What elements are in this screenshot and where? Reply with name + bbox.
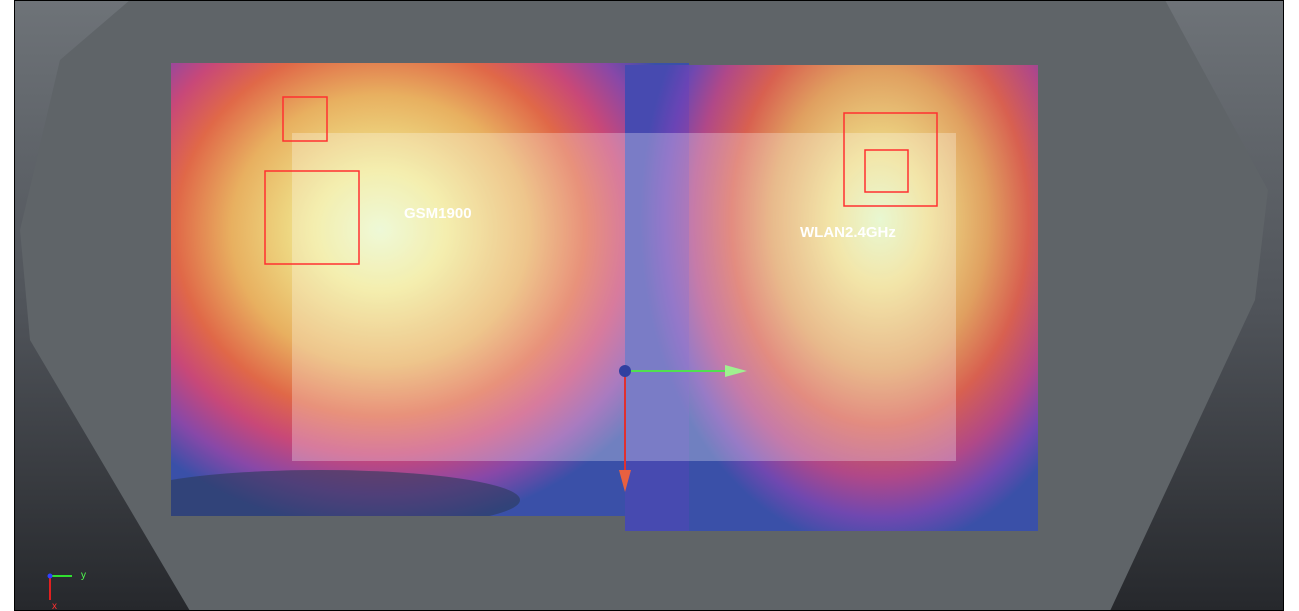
hotspot-boxes bbox=[264, 96, 938, 265]
axis-label: y bbox=[81, 570, 86, 581]
band-label: WLAN2.4GHz bbox=[800, 224, 896, 241]
axis-triad: y x bbox=[47, 570, 86, 611]
axis-label: x bbox=[52, 601, 57, 611]
zoom-box bbox=[843, 112, 938, 207]
right-sar-map bbox=[625, 65, 1038, 531]
band-label: GSM1900 bbox=[404, 205, 472, 222]
zoom-box bbox=[282, 96, 328, 142]
left-sar-map bbox=[171, 63, 689, 516]
origin-axes bbox=[619, 365, 747, 492]
zoom-box bbox=[864, 149, 909, 193]
zoom-box bbox=[264, 170, 360, 265]
